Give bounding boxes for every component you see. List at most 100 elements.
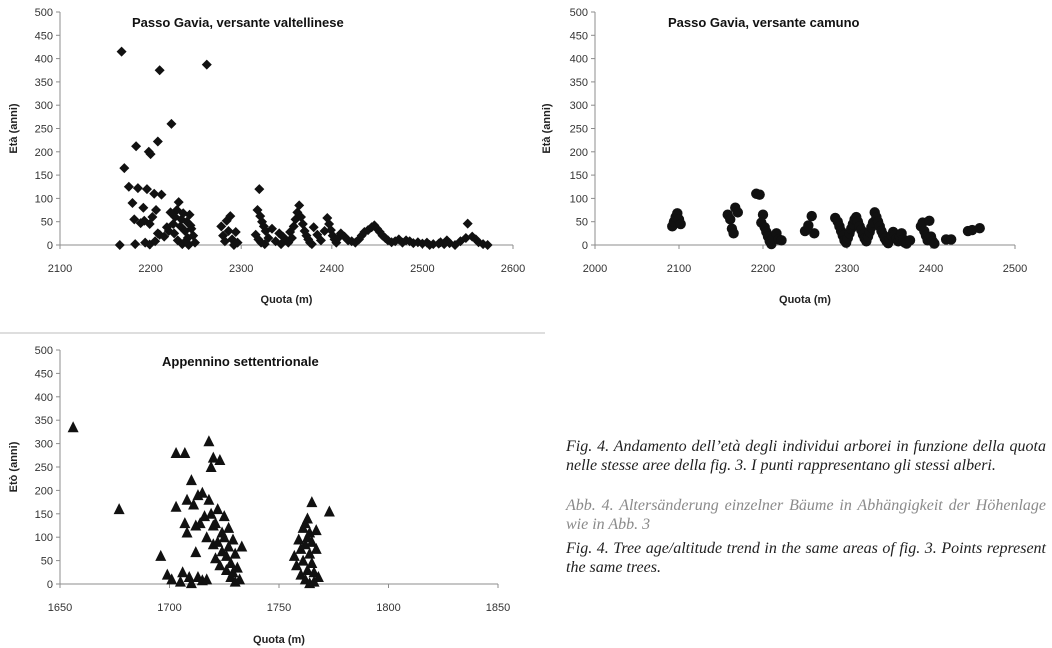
data-point [220, 563, 232, 575]
data-point [188, 230, 199, 241]
data-point [250, 229, 261, 240]
data-point [294, 200, 305, 211]
data-point [288, 549, 300, 561]
data-point [152, 136, 163, 147]
data-point [161, 222, 172, 233]
data-point [223, 226, 234, 237]
x-tick-label: 2500 [410, 263, 434, 275]
data-point [201, 59, 212, 70]
data-point [267, 223, 278, 234]
data-point [263, 233, 274, 244]
data-point [174, 575, 186, 587]
data-point [205, 507, 217, 519]
data-point [929, 238, 940, 249]
x-tick-label: 2600 [501, 263, 525, 275]
data-point [757, 209, 769, 220]
y-tick-label: 450 [570, 30, 588, 42]
caption-german: Abb. 4. Altersänderung einzelner Bäume i… [566, 497, 1046, 533]
y-tick-label: 100 [35, 532, 53, 544]
y-tick-label: 400 [35, 392, 53, 404]
y-tick-label: 500 [35, 345, 53, 357]
data-point [169, 228, 180, 239]
x-tick-label: 2000 [583, 263, 607, 275]
data-point [201, 531, 213, 543]
y-tick-label: 450 [35, 30, 53, 42]
data-point [236, 540, 248, 552]
x-tick-label: 1700 [157, 602, 181, 614]
data-point [323, 505, 335, 517]
x-tick-label: 1800 [376, 602, 400, 614]
data-point [276, 239, 287, 250]
y-tick-label: 0 [582, 240, 588, 252]
data-point [675, 218, 686, 230]
data-point [165, 207, 176, 218]
data-point [132, 183, 143, 194]
data-point [180, 236, 191, 247]
data-point [209, 517, 221, 529]
x-tick-label: 2300 [229, 263, 253, 275]
chart-panel-appennino: 0 50 100 150 200 250 300 350 400 450 500 1650 1700 17… [8, 345, 510, 646]
data-point [225, 211, 236, 222]
chart-panel-valtellinese: 0 50 100 150 200 250 300 350 400 450 500 2100 2200 23… [8, 7, 525, 306]
data-point [173, 197, 184, 208]
chart-title: Passo Gavia, versante valtellinese [132, 15, 344, 30]
chart-title: Passo Gavia, versante camuno [668, 15, 860, 30]
data-point [254, 184, 265, 195]
data-point [306, 556, 318, 568]
data-point [212, 503, 224, 515]
data-point [301, 563, 313, 575]
data-point [181, 526, 193, 538]
caption-english: Fig. 4. Tree age/altitude trend in the s… [566, 540, 1046, 576]
data-point [166, 573, 178, 585]
data-point [149, 188, 160, 199]
data-point [203, 493, 215, 505]
y-tick-label: 350 [35, 415, 53, 427]
chart-panel-camuno: 0 50 100 150 200 250 300 350 400 450 500 2000 2100 22… [541, 7, 1027, 306]
data-point [130, 239, 141, 250]
y-tick-label: 50 [576, 217, 588, 229]
data-point [177, 566, 189, 578]
data-point [127, 198, 138, 209]
data-point [306, 239, 317, 250]
data-point [725, 214, 736, 225]
data-point [214, 453, 226, 465]
y-tick-label: 50 [41, 217, 53, 229]
data-point [181, 493, 193, 505]
data-point [212, 535, 224, 547]
data-point [188, 498, 200, 510]
data-point [227, 533, 239, 545]
x-tick-label: 2100 [48, 263, 72, 275]
data-point [283, 237, 294, 248]
y-tick-label: 50 [41, 556, 53, 568]
data-point [462, 218, 473, 229]
y-tick-label: 500 [35, 7, 53, 19]
data-point [119, 163, 130, 174]
data-point [179, 446, 191, 458]
y-tick-label: 350 [35, 77, 53, 89]
y-tick-label: 150 [35, 509, 53, 521]
data-point [207, 451, 219, 463]
data-point [319, 226, 330, 237]
data-point [67, 421, 79, 433]
y-tick-label: 300 [35, 100, 53, 112]
y-axis-title: Età (anni) [541, 103, 553, 153]
x-tick-label: 2400 [320, 263, 344, 275]
data-point [433, 238, 444, 249]
data-point [312, 570, 324, 582]
data-point [220, 549, 232, 561]
data-point [230, 226, 241, 237]
data-point [754, 189, 765, 200]
data-point [218, 531, 230, 543]
data-point [219, 236, 230, 247]
x-axis-title: Quota (m) [261, 294, 313, 306]
data-point [150, 236, 161, 247]
data-point [291, 559, 303, 571]
data-point [114, 240, 125, 250]
data-point [310, 524, 322, 536]
x-tick-label: 1750 [267, 602, 291, 614]
data-point [904, 235, 916, 246]
data-point [196, 486, 208, 498]
x-tick-label: 2200 [138, 263, 162, 275]
y-tick-label: 200 [35, 485, 53, 497]
